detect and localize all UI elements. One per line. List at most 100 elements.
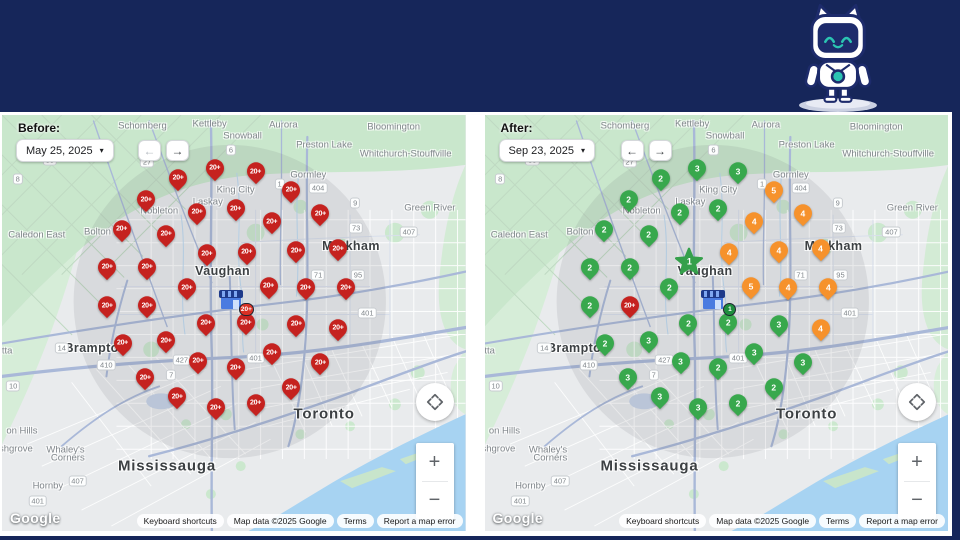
map-pin[interactable]: 20+ [226, 199, 245, 223]
map-pin[interactable]: 20+ [226, 358, 245, 382]
map-pin[interactable]: 3 [745, 343, 764, 367]
map-pin[interactable]: 20+ [329, 239, 348, 263]
map-pin[interactable]: 2 [639, 225, 658, 249]
map-pin[interactable]: 3 [689, 398, 708, 422]
store-marker[interactable]: 1 [700, 289, 737, 316]
map-pin[interactable]: 20+ [136, 368, 155, 392]
map-pin[interactable]: 4 [745, 212, 764, 236]
map-pin[interactable]: 20+ [177, 278, 196, 302]
map-pin[interactable]: 3 [639, 331, 658, 355]
map-pin[interactable]: 20+ [205, 159, 224, 183]
map-pin[interactable]: 20+ [336, 278, 355, 302]
map-pin[interactable]: 2 [709, 358, 728, 382]
attribution-link[interactable]: Map data ©2025 Google [226, 514, 334, 528]
map-pin[interactable]: 4 [779, 278, 798, 302]
attribution-link[interactable]: Terms [819, 514, 857, 528]
map-pin[interactable]: 20+ [98, 258, 117, 282]
map-pin[interactable]: 20+ [282, 181, 301, 205]
attribution-link[interactable]: Terms [336, 514, 374, 528]
map-pin[interactable]: 3 [793, 353, 812, 377]
next-date-button-after[interactable]: → [648, 140, 672, 161]
attribution-link[interactable]: Keyboard shortcuts [136, 514, 224, 528]
map-pin[interactable]: 5 [742, 277, 760, 301]
map-pin[interactable]: 3 [769, 315, 788, 339]
map-pin[interactable]: 20+ [196, 314, 215, 338]
map-pin[interactable]: 20+ [329, 319, 348, 343]
map-pin[interactable]: 20+ [113, 334, 132, 358]
map-pin[interactable]: 2 [764, 378, 783, 402]
map-pin[interactable]: 20+ [259, 277, 278, 301]
map-pin[interactable]: 2 [580, 258, 599, 282]
map-pin[interactable]: 4 [811, 239, 830, 263]
zoom-out-button[interactable]: − [416, 482, 454, 520]
map-pin[interactable]: 20+ [138, 258, 157, 282]
map-pin[interactable]: 20+ [246, 162, 265, 186]
map-pin[interactable]: 20+ [138, 296, 157, 320]
map-before[interactable]: Schomberg Kettleby Aurora Bloomington Snowba… [2, 115, 466, 531]
date-picker-before[interactable]: May 25, 2025 ▾ [16, 139, 114, 162]
map-pin[interactable]: 20+ [169, 169, 188, 193]
attribution-link[interactable]: Report a map error [859, 514, 945, 528]
zoom-in-button[interactable]: + [898, 443, 936, 481]
map-pin[interactable]: 4 [720, 243, 739, 267]
zoom-out-button[interactable]: − [898, 482, 936, 520]
map-pin[interactable]: 20+ [168, 387, 187, 411]
map-pin[interactable]: 20+ [188, 203, 207, 227]
map-pin[interactable]: 2 [660, 278, 679, 302]
map-pin[interactable]: 20+ [98, 296, 117, 320]
map-pin[interactable]: 20+ [206, 398, 225, 422]
map-pin[interactable]: 20+ [157, 331, 176, 355]
map-pin[interactable]: 20+ [157, 225, 176, 249]
pan-control[interactable] [898, 383, 936, 421]
attribution-link[interactable]: Map data ©2025 Google [709, 514, 817, 528]
map-pin[interactable]: 3 [618, 368, 637, 392]
map-pin[interactable]: 20+ [296, 278, 315, 302]
map-pin[interactable]: 20+ [287, 315, 306, 339]
map-pin[interactable]: 4 [769, 241, 788, 265]
map-pin[interactable]: 2 [596, 334, 614, 358]
map-pin[interactable]: 20+ [237, 243, 256, 267]
map-pin[interactable]: 20+ [287, 241, 306, 265]
map-pin[interactable]: 4 [793, 204, 812, 228]
map-pin[interactable]: 2 [651, 169, 670, 193]
map-pin[interactable]: 20+ [246, 394, 265, 418]
map-pin[interactable]: 20+ [262, 343, 281, 367]
map-pin[interactable]: 3 [650, 387, 669, 411]
map-after[interactable]: Schomberg Kettleby Aurora Bloomington Snowba… [484, 115, 948, 531]
map-pin[interactable]: 20+ [311, 204, 330, 228]
map-pin[interactable]: 2 [580, 296, 599, 320]
map-pin[interactable]: 20+ [620, 296, 639, 320]
map-pin[interactable]: 3 [729, 162, 748, 186]
zoom-in-button[interactable]: + [416, 443, 454, 481]
map-pin[interactable]: 2 [619, 190, 638, 214]
map-pin[interactable]: 4 [819, 278, 838, 302]
map-pin[interactable]: 20+ [236, 313, 255, 337]
map-pin[interactable]: 20+ [137, 190, 156, 214]
attribution-link[interactable]: Report a map error [376, 514, 463, 528]
map-pin[interactable]: 2 [719, 313, 738, 337]
map-pin[interactable]: 20+ [112, 220, 131, 244]
next-date-button-before[interactable]: → [166, 140, 189, 161]
attribution-link[interactable]: Keyboard shortcuts [619, 514, 707, 528]
map-pin[interactable]: 20+ [311, 353, 330, 377]
map-pin[interactable]: 20+ [262, 212, 281, 236]
map-pin[interactable]: 2 [679, 314, 698, 338]
map-pin[interactable]: 2 [729, 394, 748, 418]
map-pin[interactable]: 3 [671, 352, 690, 376]
map-pin[interactable]: 2 [670, 203, 689, 227]
prev-date-button-before[interactable]: ← [138, 140, 161, 161]
store-marker[interactable]: 20+ [218, 289, 254, 316]
map-pin[interactable]: 5 [764, 181, 783, 205]
map-pin[interactable]: 2 [620, 258, 639, 282]
map-pin[interactable]: 2 [709, 199, 728, 223]
map-pin[interactable]: 3 [688, 159, 707, 183]
map-pin[interactable]: 2 [595, 220, 614, 244]
date-picker-after[interactable]: Sep 23, 2025 ▾ [498, 139, 595, 162]
prev-date-button-after[interactable]: ← [620, 140, 644, 161]
map-pin[interactable]: 20+ [189, 352, 208, 376]
pan-control[interactable] [415, 383, 454, 421]
map-pin[interactable]: 1 [675, 247, 704, 276]
map-pin[interactable]: 20+ [282, 378, 301, 402]
map-pin[interactable]: 20+ [197, 244, 216, 268]
map-pin[interactable]: 4 [811, 319, 830, 343]
